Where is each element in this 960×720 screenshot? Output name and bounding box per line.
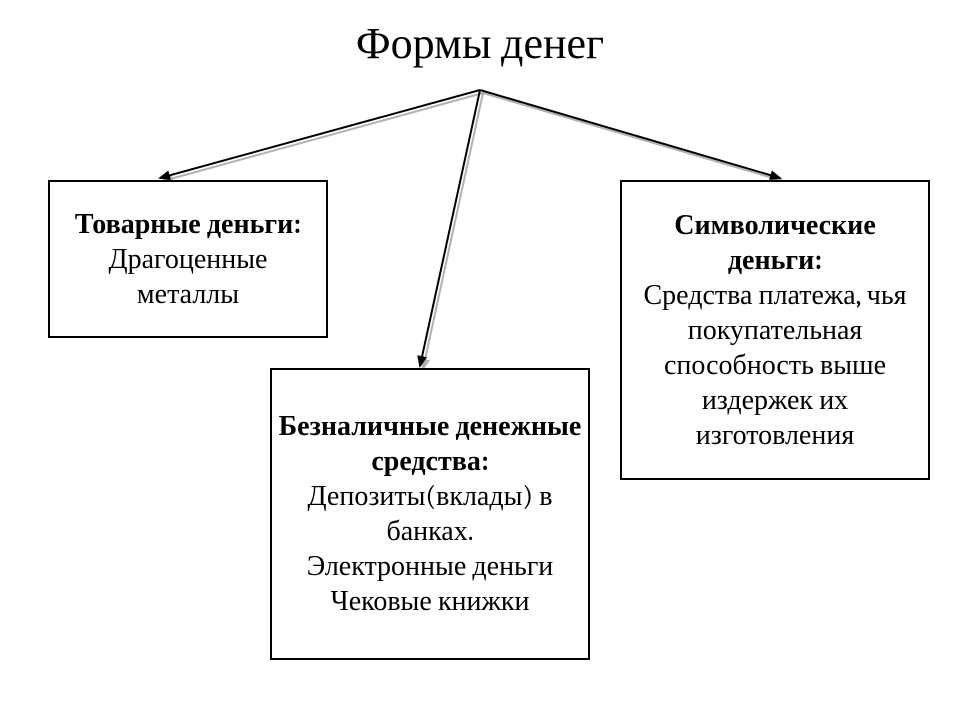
arrow-shadow-1 <box>423 93 483 369</box>
node-left: Товарные деньги:Драгоценные металлы <box>48 180 328 338</box>
node-center: Безналичные денежные средства:Депозиты(в… <box>270 368 590 660</box>
node-center-header: Безналичные денежные средства: <box>278 409 582 479</box>
diagram-title: Формы денег <box>0 18 960 69</box>
arrow-2 <box>480 90 780 178</box>
arrow-0 <box>160 90 480 178</box>
node-right-header: Символические деньги: <box>628 208 922 278</box>
node-right-body: Средства платежа, чья покупательная спос… <box>628 278 922 453</box>
node-left-body: Драгоценные металлы <box>56 242 320 312</box>
arrow-shadow-0 <box>163 93 483 181</box>
arrow-shadow-2 <box>483 93 783 181</box>
node-left-header: Товарные деньги: <box>75 207 301 242</box>
node-center-body: Депозиты(вклады) в банках. Электронные д… <box>278 479 582 619</box>
node-right: Символические деньги:Средства платежа, ч… <box>620 180 930 480</box>
arrow-1 <box>420 90 480 366</box>
